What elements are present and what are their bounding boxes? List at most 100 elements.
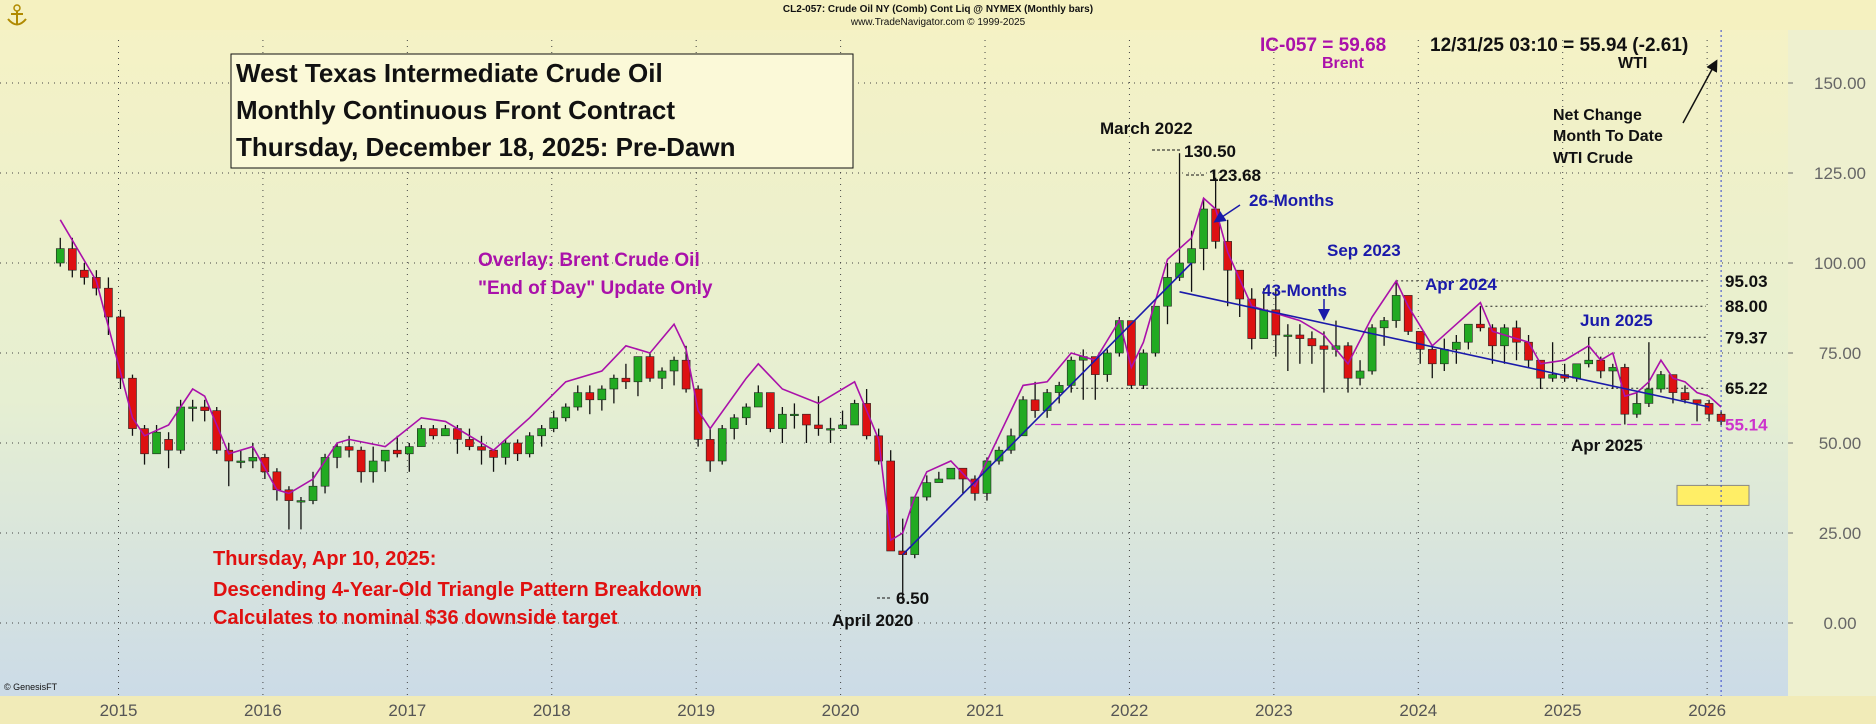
candle-down: [681, 359, 691, 390]
trendline: [902, 262, 1193, 556]
overlay-note-line-1: Overlay: Brent Crude Oil: [478, 250, 700, 271]
candle-up: [1187, 248, 1196, 264]
candle-up: [633, 356, 643, 383]
candle-down: [1415, 331, 1425, 350]
annot-apr-2025: Apr 2025: [1571, 436, 1643, 455]
candle-up: [1439, 349, 1449, 365]
candle-up: [1608, 367, 1618, 372]
candle-up: [320, 457, 330, 487]
candle-up: [549, 417, 559, 429]
level-label: 79.37: [1725, 328, 1768, 347]
annot-26-months: 26-Months: [1249, 191, 1334, 210]
candle-down: [1680, 392, 1690, 401]
y-axis-strip: [1788, 30, 1876, 696]
candle-up: [1163, 277, 1172, 307]
candle-down: [1223, 241, 1232, 271]
anchor-logo-icon: [7, 4, 27, 26]
annot-april-2020: April 2020: [832, 611, 913, 630]
candle-up: [717, 428, 727, 462]
candle-up: [176, 406, 185, 451]
level-label: 65.22: [1725, 379, 1768, 398]
candle-up: [1464, 323, 1473, 343]
candle-down: [1476, 323, 1485, 329]
candle-up: [1042, 392, 1052, 411]
breakdown-note-line-3: Calculates to nominal $36 downside targe…: [213, 607, 618, 629]
candle-down: [802, 413, 811, 426]
candle-up: [248, 457, 258, 462]
candle-down: [1235, 269, 1245, 300]
y-tick-label: 50.00: [1819, 434, 1862, 453]
candle-down: [1271, 309, 1281, 336]
brent-overlay-line: [59, 196, 1722, 542]
candle-down: [814, 424, 823, 429]
candle-up: [1656, 374, 1666, 390]
candle-down: [1030, 399, 1040, 411]
annot-high-13050: 130.50: [1184, 142, 1236, 161]
candle-up: [1367, 327, 1377, 372]
y-tick-label: 0.00: [1823, 614, 1856, 633]
candle-down: [1247, 298, 1257, 339]
candle-down: [1620, 367, 1630, 415]
candle-up: [537, 428, 546, 437]
candle-up: [754, 392, 763, 408]
grid-layer: [0, 40, 1788, 696]
x-tick-label: 2024: [1399, 701, 1437, 720]
candle-down: [513, 442, 522, 455]
annot-high-12368: 123.68: [1209, 166, 1261, 185]
x-ticks-layer: 2015 2016 2017 2018 2019 2020 2021 2022 2023 2024…: [100, 701, 1726, 720]
x-tick-label: 2023: [1255, 701, 1293, 720]
breakdown-note-line-2: Descending 4-Year-Old Triangle Pattern B…: [213, 579, 702, 601]
candle-up: [1139, 352, 1148, 386]
x-axis-strip: [0, 696, 1876, 724]
level-lines-layer: [1035, 280, 1706, 426]
candle-down: [766, 392, 775, 429]
candle-up: [501, 442, 510, 458]
y-tick-label: 100.00: [1814, 254, 1866, 273]
candle-up: [1103, 352, 1112, 375]
candle-down: [272, 471, 282, 491]
wti-quote: 12/31/25 03:10 = 55.94 (-2.61): [1430, 35, 1688, 56]
breakdown-note-line-1: Thursday, Apr 10, 2025:: [213, 548, 436, 570]
candle-up: [826, 428, 835, 431]
annot-43-months: 43-Months: [1262, 281, 1347, 300]
trendline-layer: [902, 262, 1710, 556]
x-tick-label: 2017: [388, 701, 426, 720]
x-tick-label: 2020: [822, 701, 860, 720]
x-tick-label: 2026: [1688, 701, 1726, 720]
candle-up: [525, 435, 534, 455]
candle-down: [1307, 338, 1317, 347]
candle-up: [152, 431, 161, 455]
header-strip: [0, 0, 1876, 30]
candle-down: [80, 269, 89, 278]
candle-down: [705, 439, 715, 462]
y-tick-label: 150.00: [1814, 74, 1866, 93]
candle-down: [104, 287, 113, 318]
title-line-1: West Texas Intermediate Crude Oil: [236, 58, 663, 88]
candle-down: [284, 489, 294, 501]
candle-down: [429, 428, 438, 437]
title-box: [230, 53, 854, 169]
candle-up: [850, 403, 859, 426]
candle-down: [224, 449, 234, 462]
header-source-line: www.TradeNavigator.com © 1999-2025: [850, 17, 1026, 28]
wti-quote-label: WTI: [1618, 55, 1647, 72]
candle-down: [1488, 327, 1497, 347]
y-tick-label: 125.00: [1814, 164, 1866, 183]
candle-down: [140, 428, 149, 455]
level-label: 88.00: [1725, 297, 1768, 316]
candle-up: [368, 460, 378, 473]
x-tick-label: 2019: [677, 701, 715, 720]
annot-apr-2024: Apr 2024: [1425, 275, 1497, 294]
candle-up: [1018, 399, 1028, 437]
candle-up: [1355, 370, 1365, 379]
candle-up: [404, 446, 414, 455]
candle-down: [1127, 320, 1136, 386]
net-change-line-2: Month To Date: [1553, 128, 1663, 145]
level-label: 95.03: [1725, 272, 1768, 291]
candle-up: [1548, 374, 1557, 379]
candle-up: [790, 413, 799, 417]
x-tick-label: 2021: [966, 701, 1004, 720]
candle-up: [417, 428, 426, 447]
